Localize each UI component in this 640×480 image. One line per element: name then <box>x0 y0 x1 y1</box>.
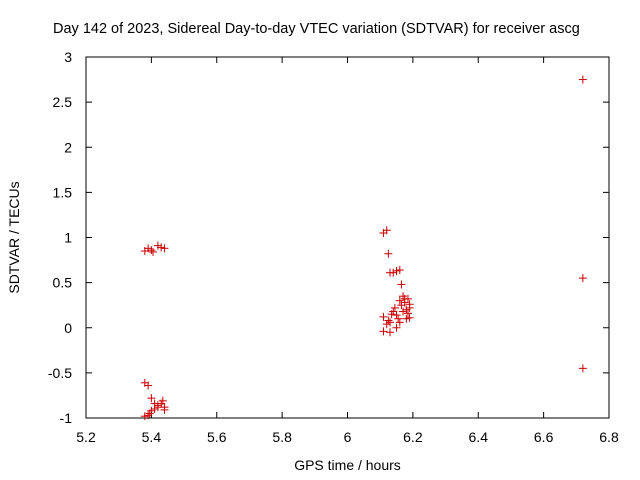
data-point <box>385 328 394 337</box>
data-point <box>149 247 158 256</box>
data-point <box>147 394 156 403</box>
data-point <box>402 314 411 323</box>
data-point <box>578 274 587 283</box>
data-point <box>385 318 394 327</box>
y-tick-label: 2 <box>64 139 72 155</box>
y-axis-label: SDTVAR / TECUs <box>6 181 22 293</box>
x-tick-label: 5.6 <box>207 429 227 445</box>
x-tick-label: 5.2 <box>76 429 96 445</box>
data-point <box>153 403 162 412</box>
data-point <box>399 307 408 316</box>
x-tick-label: 6.2 <box>403 429 423 445</box>
data-point <box>578 364 587 373</box>
data-point <box>384 316 393 325</box>
chart-title: Day 142 of 2023, Sidereal Day-to-day VTE… <box>53 21 580 37</box>
data-point <box>150 404 159 413</box>
data-point <box>395 318 404 327</box>
data-point <box>160 244 169 253</box>
data-point <box>405 303 414 312</box>
data-point <box>392 311 401 320</box>
data-point <box>394 314 403 323</box>
data-point <box>389 268 398 277</box>
data-point <box>379 312 388 321</box>
x-tick-label: 5.8 <box>272 429 292 445</box>
y-tick-label: 3 <box>64 49 72 65</box>
x-axis-ticks: 5.2 5.4 5.6 5.8 6 6.2 6.4 6.6 6.8 <box>76 57 619 445</box>
data-point <box>392 266 401 275</box>
y-tick-label: 1.5 <box>53 184 73 200</box>
data-point <box>403 309 412 318</box>
data-point <box>379 327 388 336</box>
x-axis-label: GPS time / hours <box>294 457 401 473</box>
data-point <box>395 296 404 305</box>
data-point <box>157 243 166 252</box>
data-point <box>405 313 414 322</box>
x-tick-label: 6.8 <box>599 429 619 445</box>
x-tick-label: 6.4 <box>469 429 489 445</box>
data-point <box>144 244 153 253</box>
data-point <box>395 265 404 274</box>
data-point <box>145 409 154 418</box>
data-point <box>384 249 393 258</box>
data-point <box>382 320 391 329</box>
data-point <box>392 323 401 332</box>
x-tick-label: 6.6 <box>534 429 554 445</box>
data-point <box>397 280 406 289</box>
y-axis-ticks: -1 -0.5 0 0.5 1 1.5 2 2.5 3 <box>48 49 609 426</box>
data-point <box>389 307 398 316</box>
data-point <box>578 75 587 84</box>
data-point <box>153 241 162 250</box>
plot-frame <box>85 56 610 419</box>
data-point <box>147 246 156 255</box>
data-point <box>144 411 153 420</box>
data-point <box>158 396 167 405</box>
data-point <box>402 305 411 314</box>
y-tick-label: -1 <box>60 410 73 426</box>
data-point <box>144 381 153 390</box>
data-point <box>390 303 399 312</box>
y-tick-label: 0 <box>64 320 72 336</box>
data-point <box>400 294 409 303</box>
data-points <box>140 75 587 421</box>
y-tick-label: -0.5 <box>48 365 72 381</box>
data-point <box>140 412 149 421</box>
data-point <box>160 405 169 414</box>
data-point <box>382 226 391 235</box>
y-tick-label: 2.5 <box>53 94 73 110</box>
y-tick-label: 0.5 <box>53 275 73 291</box>
y-tick-label: 1 <box>64 230 72 246</box>
x-tick-label: 6 <box>344 429 352 445</box>
x-tick-label: 5.4 <box>142 429 162 445</box>
